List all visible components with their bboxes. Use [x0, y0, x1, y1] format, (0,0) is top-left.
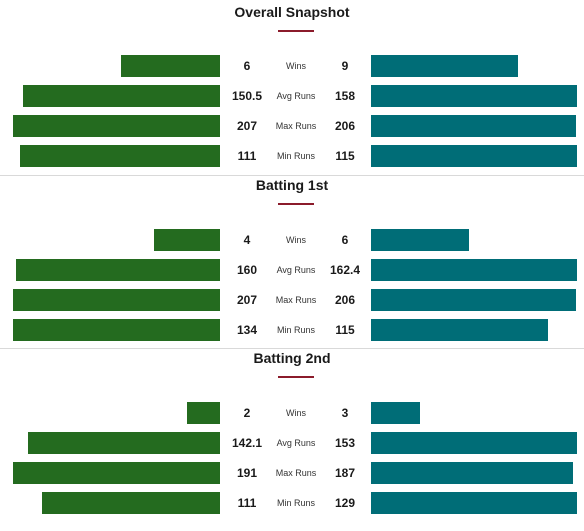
- right-team-value: 115: [335, 149, 355, 163]
- stat-row: 4 Wins 6: [0, 229, 584, 253]
- right-team-bar: [371, 319, 548, 341]
- stat-row: 142.1 Avg Runs 153: [0, 432, 584, 456]
- section-title: Overall Snapshot: [234, 4, 350, 20]
- right-team-value: 3: [341, 406, 349, 420]
- stat-label: Avg Runs: [276, 91, 316, 101]
- stat-row: 207 Max Runs 206: [0, 115, 584, 139]
- stat-label: Wins: [286, 235, 306, 245]
- left-team-value: 142.1: [231, 436, 263, 450]
- left-team-bar: [13, 289, 220, 311]
- right-team-bar: [371, 259, 577, 281]
- stat-row: 191 Max Runs 187: [0, 462, 584, 486]
- right-team-value: 187: [334, 466, 356, 480]
- left-team-bar: [42, 492, 220, 514]
- stat-row: 150.5 Avg Runs 158: [0, 85, 584, 109]
- right-team-value: 115: [335, 323, 355, 337]
- left-team-bar: [20, 145, 220, 167]
- left-team-value: 2: [243, 406, 251, 420]
- right-team-bar: [371, 492, 577, 514]
- left-team-value: 207: [236, 119, 258, 133]
- left-team-value: 150.5: [231, 89, 263, 103]
- stat-label: Min Runs: [276, 325, 315, 335]
- left-team-bar: [13, 462, 220, 484]
- left-team-bar: [187, 402, 220, 424]
- left-team-bar: [13, 319, 220, 341]
- right-team-bar: [371, 462, 573, 484]
- stat-row: 2 Wins 3: [0, 402, 584, 426]
- section-title: Batting 1st: [255, 177, 329, 193]
- left-team-bar: [121, 55, 220, 77]
- right-team-bar: [371, 145, 577, 167]
- stat-row: 160 Avg Runs 162.4: [0, 259, 584, 283]
- section-title: Batting 2nd: [253, 350, 331, 366]
- left-team-value: 191: [236, 466, 258, 480]
- right-team-value: 158: [334, 89, 356, 103]
- stat-label: Max Runs: [275, 468, 317, 478]
- section-batting-2nd: Batting 2nd 2 Wins 3 142.1 Avg Runs 153 …: [0, 350, 584, 528]
- right-team-value: 153: [334, 436, 356, 450]
- right-team-bar: [371, 85, 577, 107]
- section-divider: [0, 348, 584, 349]
- right-team-value: 206: [334, 293, 356, 307]
- section-divider: [0, 175, 584, 176]
- left-team-bar: [16, 259, 220, 281]
- section-batting-1st: Batting 1st 4 Wins 6 160 Avg Runs 162.4 …: [0, 177, 584, 347]
- left-team-value: 207: [236, 293, 258, 307]
- right-team-value: 206: [334, 119, 356, 133]
- section-overall-snapshot: Overall Snapshot 6 Wins 9 150.5 Avg Runs…: [0, 4, 584, 174]
- right-team-value: 162.4: [329, 263, 361, 277]
- left-team-value: 160: [236, 263, 258, 277]
- left-team-bar: [154, 229, 220, 251]
- stat-label: Max Runs: [275, 121, 317, 131]
- right-team-bar: [371, 55, 518, 77]
- stat-row: 134 Min Runs 115: [0, 319, 584, 343]
- stat-label: Wins: [286, 61, 306, 71]
- stat-label: Avg Runs: [276, 438, 316, 448]
- stat-label: Wins: [286, 408, 306, 418]
- stat-label: Min Runs: [276, 151, 315, 161]
- right-team-bar: [371, 432, 577, 454]
- left-team-value: 6: [243, 59, 251, 73]
- left-team-bar: [13, 115, 220, 137]
- stat-row: 111 Min Runs 115: [0, 145, 584, 169]
- right-team-bar: [371, 115, 576, 137]
- left-team-bar: [28, 432, 220, 454]
- right-team-value: 6: [341, 233, 349, 247]
- stat-row: 111 Min Runs 129: [0, 492, 584, 516]
- stat-label: Avg Runs: [276, 265, 316, 275]
- title-underline: [278, 30, 314, 32]
- right-team-value: 9: [341, 59, 349, 73]
- stat-label: Max Runs: [275, 295, 317, 305]
- left-team-value: 134: [236, 323, 258, 337]
- left-team-bar: [23, 85, 220, 107]
- left-team-value: 111: [237, 149, 257, 163]
- stat-row: 207 Max Runs 206: [0, 289, 584, 313]
- left-team-value: 111: [237, 496, 257, 510]
- right-team-bar: [371, 229, 469, 251]
- title-underline: [278, 203, 314, 205]
- stat-label: Min Runs: [276, 498, 315, 508]
- right-team-bar: [371, 402, 420, 424]
- right-team-value: 129: [334, 496, 356, 510]
- left-team-value: 4: [243, 233, 251, 247]
- title-underline: [278, 376, 314, 378]
- stat-row: 6 Wins 9: [0, 55, 584, 79]
- right-team-bar: [371, 289, 576, 311]
